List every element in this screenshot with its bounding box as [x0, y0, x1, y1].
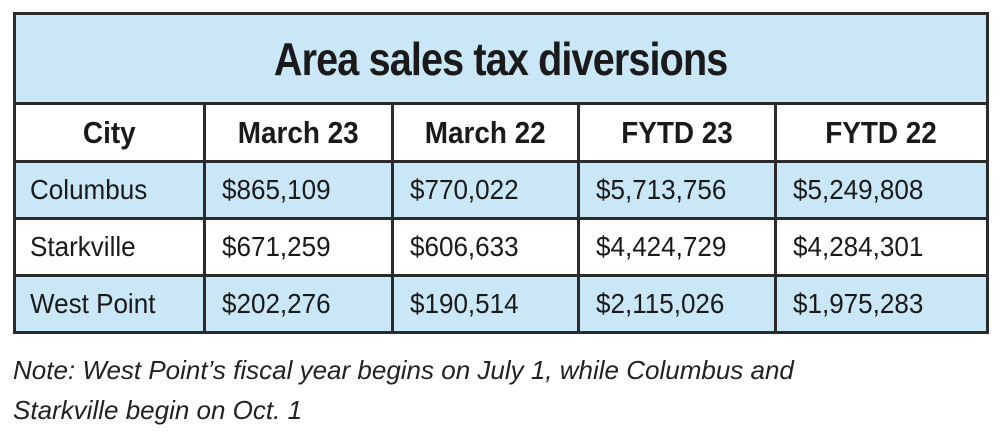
value-cell: $606,633	[394, 220, 580, 274]
value-cell: $2,115,026	[580, 277, 777, 331]
value-cell: $5,249,808	[777, 163, 986, 217]
table-row: Starkville $671,259 $606,633 $4,424,729 …	[16, 220, 986, 277]
value-cell: $671,259	[206, 220, 394, 274]
column-header-label: City	[83, 114, 136, 150]
value-cell: $4,424,729	[580, 220, 777, 274]
value-label: $1,975,283	[793, 288, 924, 319]
value-cell: $5,713,756	[580, 163, 777, 217]
column-header-march-22: March 22	[394, 105, 580, 160]
city-label: West Point	[30, 288, 156, 319]
value-cell: $202,276	[206, 277, 394, 331]
value-label: $190,514	[410, 288, 519, 319]
value-cell: $4,284,301	[777, 220, 986, 274]
city-cell: West Point	[16, 277, 206, 331]
value-label: $4,424,729	[596, 231, 727, 262]
footnote-line: Note: West Point’s fiscal year begins on…	[13, 355, 794, 385]
column-header-city: City	[16, 105, 206, 160]
table-row: West Point $202,276 $190,514 $2,115,026 …	[16, 277, 986, 331]
city-label: Starkville	[30, 231, 136, 262]
column-header-label: FYTD 23	[621, 114, 733, 150]
footnote-line: Starkville begin on Oct. 1	[13, 395, 303, 425]
value-label: $5,713,756	[596, 174, 727, 205]
value-label: $5,249,808	[793, 174, 924, 205]
value-label: $606,633	[410, 231, 519, 262]
column-header-label: March 22	[425, 114, 546, 150]
city-label: Columbus	[30, 174, 148, 205]
column-header-march-23: March 23	[206, 105, 394, 160]
column-header-label: FYTD 22	[825, 114, 938, 150]
value-cell: $865,109	[206, 163, 394, 217]
column-header-label: March 23	[238, 114, 359, 150]
value-label: $671,259	[222, 231, 331, 262]
value-label: $2,115,026	[596, 288, 725, 319]
value-label: $4,284,301	[793, 231, 924, 262]
value-cell: $1,975,283	[777, 277, 986, 331]
table-row: Columbus $865,109 $770,022 $5,713,756 $5…	[16, 163, 986, 220]
column-header-fytd-23: FYTD 23	[580, 105, 777, 160]
value-label: $202,276	[222, 288, 331, 319]
table-title-row: Area sales tax diversions	[16, 15, 986, 105]
city-cell: Columbus	[16, 163, 206, 217]
sales-tax-table: Area sales tax diversions City March 23 …	[13, 12, 989, 334]
value-label: $865,109	[222, 174, 331, 205]
header-row: City March 23 March 22 FYTD 23 FYTD 22	[16, 105, 986, 163]
column-header-fytd-22: FYTD 22	[777, 105, 986, 160]
value-cell: $770,022	[394, 163, 580, 217]
value-cell: $190,514	[394, 277, 580, 331]
table-title: Area sales tax diversions	[274, 32, 728, 85]
city-cell: Starkville	[16, 220, 206, 274]
footnote: Note: West Point’s fiscal year begins on…	[13, 350, 973, 430]
value-label: $770,022	[410, 174, 519, 205]
